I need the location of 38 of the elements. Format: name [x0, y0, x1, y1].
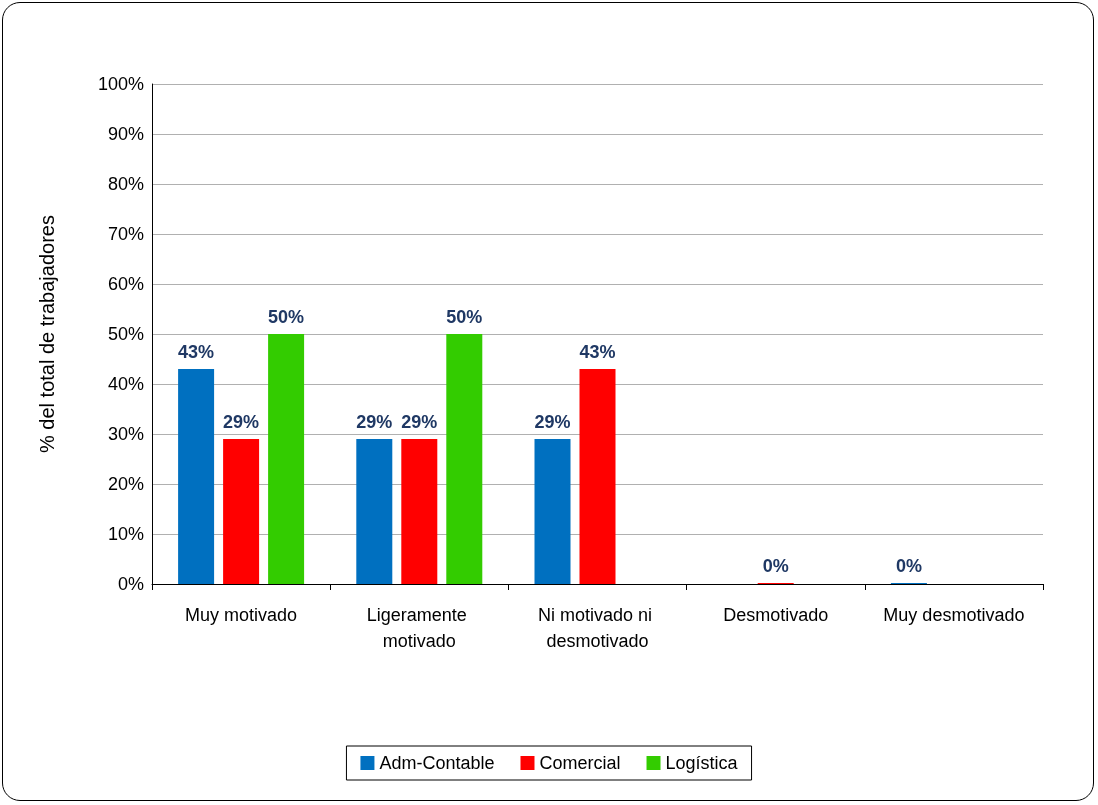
bar	[178, 369, 215, 584]
legend-label: Comercial	[539, 753, 621, 773]
y-tick-label: 40%	[107, 374, 144, 394]
bar	[401, 439, 438, 584]
data-label: 29%	[401, 412, 438, 432]
data-label: 29%	[534, 412, 571, 432]
bar	[579, 369, 616, 584]
y-tick-label: 90%	[107, 124, 144, 144]
y-tick-label: 30%	[107, 424, 144, 444]
y-tick-label: 10%	[107, 524, 144, 544]
y-tick-label: 100%	[97, 74, 144, 94]
y-tick-label: 20%	[107, 474, 144, 494]
x-tick-label: Ni motivado ni desmotivado	[537, 605, 658, 651]
x-tick-label: Muy desmotivado	[883, 605, 1025, 625]
x-tick-label: Ligeramente motivado	[366, 605, 472, 651]
data-label: 29%	[356, 412, 393, 432]
data-label: 0%	[895, 556, 922, 576]
legend-label: Logística	[665, 753, 739, 773]
bar	[446, 334, 483, 584]
data-label: 43%	[178, 342, 215, 362]
x-tick-label: Desmotivado	[723, 605, 829, 625]
bar	[534, 439, 571, 584]
data-label: 0%	[762, 556, 789, 576]
y-tick-label: 50%	[107, 324, 144, 344]
bar	[356, 439, 393, 584]
bar	[268, 334, 305, 584]
data-label: 43%	[579, 342, 616, 362]
data-label: 50%	[268, 307, 305, 327]
y-tick-label: 60%	[107, 274, 144, 294]
x-tick-label: Muy motivado	[185, 605, 298, 625]
y-tick-label: 0%	[117, 574, 144, 594]
y-tick-label: 70%	[107, 224, 144, 244]
data-label: 29%	[223, 412, 260, 432]
y-axis-title: % del total de trabajadores	[36, 215, 58, 453]
y-tick-label: 80%	[107, 174, 144, 194]
legend-label: Adm-Contable	[379, 753, 495, 773]
data-label: 50%	[446, 307, 483, 327]
bar	[223, 439, 260, 584]
